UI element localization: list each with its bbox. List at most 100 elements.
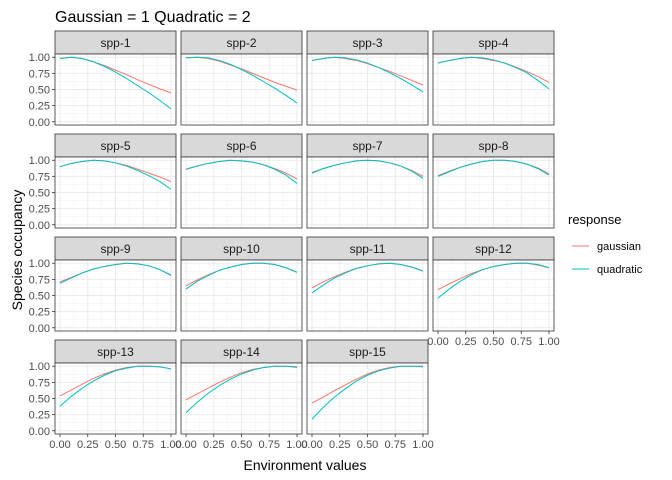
quadratic-line bbox=[59, 159, 172, 190]
quadratic-line bbox=[185, 365, 298, 414]
legend-title: response bbox=[568, 212, 621, 227]
panel-border bbox=[306, 259, 429, 332]
y-tick-label: 0.00 bbox=[29, 220, 50, 232]
legend-item: gaussian bbox=[572, 241, 641, 253]
quadratic-line bbox=[185, 159, 298, 184]
y-tick-label: 0.75 bbox=[29, 274, 50, 286]
panel-border bbox=[306, 156, 429, 229]
x-axis-title: Environment values bbox=[244, 457, 367, 473]
legend-label: quadratic bbox=[597, 264, 643, 276]
facet-label: spp-7 bbox=[352, 139, 382, 153]
facet-label: spp-4 bbox=[478, 36, 508, 50]
facet-label: spp-5 bbox=[100, 139, 130, 153]
x-tick-label: 0.00 bbox=[175, 439, 196, 451]
x-tick-label: 0.00 bbox=[427, 336, 448, 348]
quadratic-line bbox=[311, 365, 423, 420]
x-tick-label: 0.50 bbox=[483, 336, 504, 348]
facet-panel: spp-4 bbox=[432, 30, 555, 126]
facet-panel: spp-14 0.00 0.25 0.50 0.75 1.00 bbox=[175, 339, 308, 451]
chart-title: Gaussian = 1 Quadratic = 2 bbox=[55, 9, 251, 26]
quadratic-line bbox=[311, 56, 424, 93]
y-tick-label: 0.75 bbox=[29, 171, 50, 183]
facet-label: spp-6 bbox=[226, 139, 256, 153]
x-tick-label: 0.50 bbox=[357, 439, 378, 451]
x-tick-label: 1.00 bbox=[538, 336, 559, 348]
x-tick-label: 0.75 bbox=[511, 336, 532, 348]
x-tick-label: 0.25 bbox=[329, 439, 350, 451]
quadratic-line bbox=[59, 56, 172, 110]
legend-item: quadratic bbox=[572, 264, 643, 276]
x-tick-label: 0.25 bbox=[455, 336, 476, 348]
y-tick-label: 0.50 bbox=[29, 188, 50, 200]
y-tick-label: 0.75 bbox=[29, 68, 50, 80]
quadratic-line bbox=[185, 262, 298, 290]
quadratic-line bbox=[59, 262, 172, 284]
x-tick-label: 1.00 bbox=[286, 439, 307, 451]
panel-border bbox=[432, 156, 555, 229]
y-tick-label: 0.00 bbox=[29, 117, 50, 129]
facet-panel: spp-15 0.00 0.25 0.50 0.75 1.00 bbox=[301, 339, 434, 451]
x-tick-label: 1.00 bbox=[160, 439, 181, 451]
facet-panel: spp-3 bbox=[306, 30, 429, 126]
facet-label: spp-11 bbox=[350, 242, 386, 256]
y-tick-label: 0.25 bbox=[29, 101, 50, 113]
facet-panel: spp-8 bbox=[432, 133, 555, 229]
panel-border bbox=[180, 259, 303, 332]
facet-panel: spp-12 0.00 0.25 0.50 0.75 1.00 bbox=[427, 236, 560, 348]
y-tick-label: 1.00 bbox=[29, 155, 50, 167]
panel-border bbox=[432, 53, 555, 126]
facet-panel: spp-10 bbox=[180, 236, 303, 332]
facet-label: spp-8 bbox=[478, 139, 508, 153]
legend-label: gaussian bbox=[597, 241, 641, 253]
facet-label: spp-15 bbox=[349, 345, 386, 359]
facet-label: spp-3 bbox=[352, 36, 382, 50]
facet-panel: spp-13 0.00 0.25 0.50 0.75 1.00 0.00 0.25 0.50 0.… bbox=[29, 339, 182, 451]
facet-label: spp-10 bbox=[223, 242, 260, 256]
panel-border bbox=[180, 53, 303, 126]
facet-panel: spp-1 0.00 0.25 0.50 0.75 1.00 bbox=[29, 30, 177, 129]
quadratic-line bbox=[437, 56, 550, 90]
x-tick-label: 0.25 bbox=[77, 439, 98, 451]
x-tick-label: 1.00 bbox=[412, 439, 433, 451]
y-tick-label: 0.75 bbox=[29, 377, 50, 389]
y-tick-label: 1.00 bbox=[29, 52, 50, 64]
panel-border bbox=[306, 53, 429, 126]
y-tick-label: 0.50 bbox=[29, 394, 50, 406]
x-tick-label: 0.25 bbox=[203, 439, 224, 451]
facet-panel: spp-9 0.00 0.25 0.50 0.75 1.00 bbox=[29, 236, 177, 335]
x-tick-label: 0.00 bbox=[49, 439, 70, 451]
facet-label: spp-1 bbox=[100, 36, 130, 50]
y-tick-label: 0.50 bbox=[29, 85, 50, 97]
quadratic-line bbox=[311, 262, 424, 294]
facet-panel: spp-6 bbox=[180, 133, 303, 229]
x-tick-label: 0.50 bbox=[231, 439, 252, 451]
facet-label: spp-2 bbox=[226, 36, 256, 50]
facet-label: spp-13 bbox=[97, 345, 134, 359]
x-tick-label: 0.75 bbox=[133, 439, 154, 451]
y-tick-label: 0.25 bbox=[29, 204, 50, 216]
facet-label: spp-12 bbox=[475, 242, 512, 256]
legend-items: gaussian quadratic bbox=[572, 241, 643, 276]
facet-label: spp-14 bbox=[223, 345, 260, 359]
facet-panel: spp-2 bbox=[180, 30, 303, 126]
y-tick-label: 0.50 bbox=[29, 291, 50, 303]
x-tick-label: 0.00 bbox=[301, 439, 322, 451]
quadratic-line bbox=[437, 159, 550, 177]
y-tick-label: 0.00 bbox=[29, 323, 50, 335]
panel-border bbox=[180, 156, 303, 229]
y-tick-label: 0.25 bbox=[29, 410, 50, 422]
facet-panels: spp-1 0.00 0.25 0.50 0.75 1.00 spp-2 spp-3 spp-4… bbox=[29, 30, 560, 451]
x-tick-label: 0.75 bbox=[259, 439, 280, 451]
y-axis-title: Species occupancy bbox=[9, 190, 25, 311]
x-tick-label: 0.50 bbox=[105, 439, 126, 451]
quadratic-line bbox=[311, 159, 424, 179]
facet-panel: spp-5 0.00 0.25 0.50 0.75 1.00 bbox=[29, 133, 177, 232]
y-tick-label: 0.00 bbox=[29, 426, 50, 438]
quadratic-line bbox=[59, 365, 172, 407]
x-tick-label: 0.75 bbox=[385, 439, 406, 451]
facet-label: spp-9 bbox=[100, 242, 130, 256]
y-tick-label: 0.25 bbox=[29, 307, 50, 319]
facet-panel: spp-11 bbox=[306, 236, 429, 332]
quadratic-line bbox=[185, 56, 298, 104]
